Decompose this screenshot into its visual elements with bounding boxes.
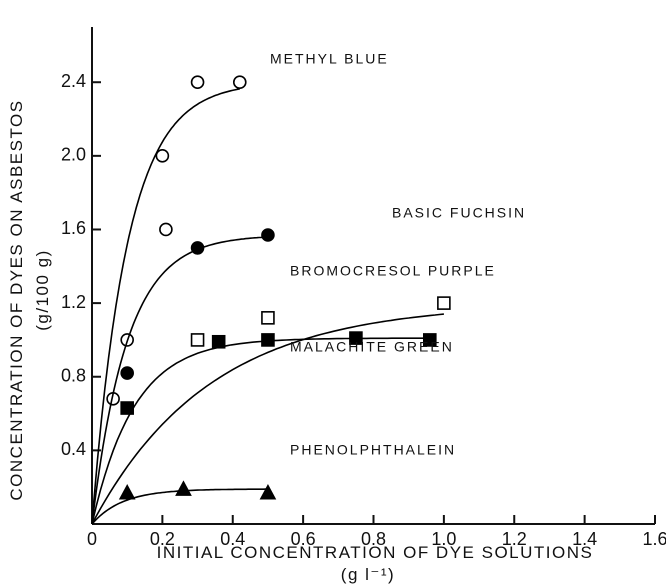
fit-curve (91, 88, 240, 525)
x-tick-label: 0.6 (291, 529, 316, 549)
fit-curve (91, 313, 444, 525)
y-axis-unit: (g/100 g) (33, 249, 52, 331)
y-tick-label: 2.0 (61, 145, 86, 165)
data-point (190, 241, 205, 255)
data-point (175, 480, 192, 496)
y-tick-label: 2.4 (61, 71, 86, 91)
data-point (261, 311, 275, 325)
data-point (349, 331, 363, 345)
data-point (118, 484, 136, 500)
fit-curve (91, 236, 268, 525)
data-point (261, 228, 275, 242)
data-point (159, 222, 173, 237)
y-tick-label: 0.8 (61, 365, 86, 385)
x-axis-title: INITIAL CONCENTRATION OF DYE SOLUTIONS (157, 543, 594, 562)
data-point (437, 296, 451, 310)
x-tick-label: 1.6 (642, 529, 666, 549)
series-label: BROMOCRESOL PURPLE (290, 263, 496, 279)
data-point (120, 366, 134, 380)
x-tick-label: 0.2 (150, 529, 175, 549)
data-point (155, 149, 170, 163)
data-point (259, 484, 277, 500)
data-point (190, 333, 205, 347)
series-label: BASIC FUCHSIN (392, 205, 526, 221)
data-point (261, 333, 275, 347)
series-label: METHYL BLUE (270, 51, 389, 67)
y-axis-title: CONCENTRATION OF DYES ON ASBESTOS (7, 99, 26, 500)
y-tick-label: 1.6 (61, 218, 86, 238)
data-point (190, 75, 205, 90)
x-tick-label: 0.8 (361, 529, 386, 549)
x-tick-label: 0.4 (220, 529, 245, 549)
x-tick-label: 0 (87, 529, 97, 549)
series-label: MALACHITE GREEN (290, 339, 454, 355)
x-axis-unit: (g l⁻¹) (341, 565, 395, 584)
data-point (232, 75, 247, 90)
data-point (211, 334, 226, 349)
y-tick-label: 0.4 (61, 439, 86, 459)
data-point (422, 333, 437, 347)
x-tick-label: 1.0 (431, 529, 456, 549)
y-tick-label: 1.2 (61, 292, 86, 312)
x-tick-label: 1.4 (572, 529, 597, 549)
series-label: PHENOLPHTHALEIN (290, 442, 456, 458)
x-tick-label: 1.2 (502, 529, 527, 549)
fit-curve (91, 337, 430, 525)
data-point (120, 401, 134, 415)
